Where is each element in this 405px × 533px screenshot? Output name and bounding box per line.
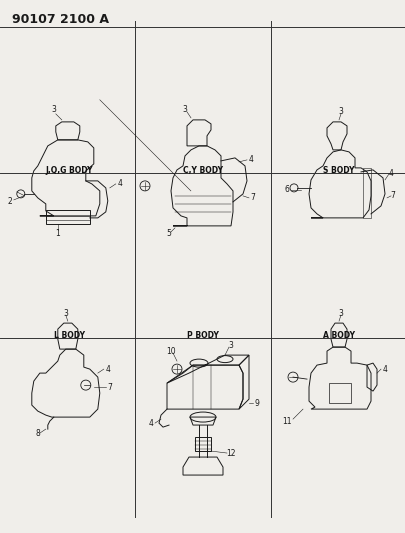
Text: 11: 11 xyxy=(281,417,291,426)
Text: 9: 9 xyxy=(254,399,259,408)
Text: A BODY: A BODY xyxy=(322,332,354,340)
Text: 8: 8 xyxy=(35,429,40,438)
Bar xyxy=(328,383,350,403)
Text: 3: 3 xyxy=(63,309,68,318)
Text: 7: 7 xyxy=(250,193,255,203)
Text: 4: 4 xyxy=(382,365,386,374)
Text: 10: 10 xyxy=(166,346,175,356)
Text: P BODY: P BODY xyxy=(187,332,218,340)
Text: 1: 1 xyxy=(55,229,60,238)
Text: 4: 4 xyxy=(105,365,110,374)
Text: 6: 6 xyxy=(284,185,289,195)
Text: 4: 4 xyxy=(117,180,122,188)
Text: 3: 3 xyxy=(338,107,343,116)
Text: 3: 3 xyxy=(228,341,233,350)
Text: 7: 7 xyxy=(390,191,394,200)
Text: 90107 2100 A: 90107 2100 A xyxy=(12,13,109,26)
Text: L BODY: L BODY xyxy=(53,332,84,340)
Text: 4: 4 xyxy=(148,418,153,427)
Text: 3: 3 xyxy=(51,106,56,115)
Text: S BODY: S BODY xyxy=(322,166,354,175)
Bar xyxy=(46,210,90,224)
Text: 3: 3 xyxy=(338,309,343,318)
Text: 5: 5 xyxy=(166,229,171,238)
Text: 7: 7 xyxy=(107,383,112,392)
Bar xyxy=(194,437,211,451)
Bar xyxy=(362,168,370,218)
Text: 3: 3 xyxy=(182,106,187,115)
Text: 4: 4 xyxy=(248,156,253,164)
Text: C,Y BODY: C,Y BODY xyxy=(183,166,222,175)
Text: J,Q,G BODY: J,Q,G BODY xyxy=(45,166,92,175)
Text: 4: 4 xyxy=(388,169,392,179)
Text: 12: 12 xyxy=(226,449,235,457)
Text: 2: 2 xyxy=(7,197,12,206)
